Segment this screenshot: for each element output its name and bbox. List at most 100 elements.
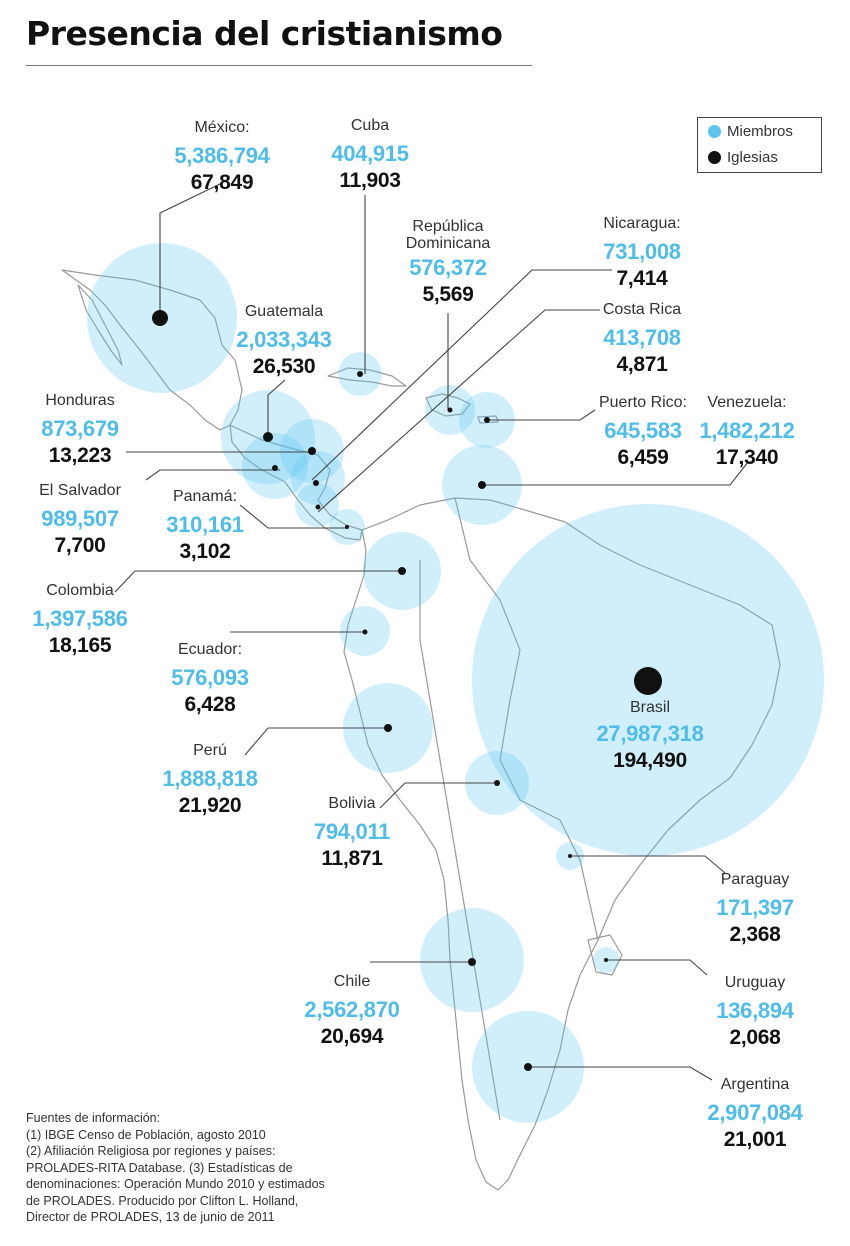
country-name: El Salvador: [39, 482, 121, 499]
members-value: 171,397: [716, 894, 794, 920]
members-value: 404,915: [331, 140, 409, 166]
label-argentina: Argentina 2,907,084 21,001: [707, 1076, 802, 1151]
churches-dot-chile: [468, 958, 476, 966]
uruguay-outline: [587, 934, 623, 976]
churches-dot-argentina: [524, 1063, 532, 1071]
label-ecuador: Ecuador: 576,093 6,428: [171, 641, 249, 715]
members-value: 1,888,818: [162, 765, 258, 791]
label-republica-dominicana: República Dominicana 576,372 5,569: [393, 218, 503, 304]
sources-line: de PROLADES. Producido por Clifton L. Ho…: [26, 1193, 299, 1208]
label-nicaragua: Nicaragua: 731,008 7,414: [603, 215, 681, 290]
churches-dot-bolivia: [494, 780, 500, 786]
country-name: Brasil: [629, 699, 671, 716]
leader-nicaragua: [311, 269, 612, 481]
members-value: 1,397,586: [32, 605, 128, 631]
members-value: 645,583: [604, 417, 682, 443]
churches-value: 17,340: [715, 445, 779, 469]
label-venezuela: Venezuela: 1,482,212 17,340: [699, 394, 794, 469]
country-name: Uruguay: [724, 974, 786, 991]
south-america-outline: [343, 497, 781, 1191]
churches-dot-honduras: [308, 447, 316, 455]
legend-members-label: Miembros: [727, 122, 793, 140]
church-dots: [152, 310, 662, 1071]
puerto-rico-outline: [477, 415, 499, 424]
churches-dot-peru: [384, 724, 392, 732]
label-honduras: Honduras 873,679 13,223: [41, 392, 119, 467]
leader-uruguay: [606, 959, 708, 976]
country-name: Honduras: [45, 392, 115, 409]
members-value: 873,679: [41, 415, 119, 441]
sources-line: (2) Afiliación Religiosa por regiones y …: [26, 1144, 276, 1158]
members-value: 731,008: [603, 238, 681, 264]
andes-border: [419, 560, 501, 1121]
churches-dot-el-salvador: [272, 465, 278, 471]
sources-line: PROLADES-RITA Database. (3) Estadísticas…: [26, 1160, 293, 1175]
leader-puerto-rico: [487, 409, 596, 421]
members-value: 576,372: [409, 254, 487, 280]
churches-swatch: [708, 150, 721, 164]
churches-value: 194,490: [613, 748, 687, 772]
country-name: Chile: [333, 973, 371, 990]
churches-value: 21,920: [178, 793, 242, 817]
label-colombia: Colombia 1,397,586 18,165: [32, 582, 128, 656]
sources-line: Fuentes de información:: [26, 1111, 161, 1125]
leader-panama: [239, 504, 347, 529]
leader-argentina: [528, 1066, 713, 1081]
label-panama: Panamá: 310,161 3,102: [166, 488, 244, 562]
churches-value: 6,459: [617, 445, 669, 469]
churches-dot-nicaragua: [313, 480, 319, 486]
members-value: 27,987,318: [596, 720, 704, 746]
country-name: Cuba: [350, 117, 390, 134]
country-name: República Dominicana: [405, 218, 491, 252]
legend-churches: Iglesias: [708, 147, 778, 167]
label-guatemala: Guatemala 2,033,343 26,530: [236, 303, 331, 378]
leader-el-salvador: [145, 469, 280, 481]
members-value: 413,708: [603, 324, 681, 350]
brazil-border: [454, 497, 599, 941]
country-name: Panamá:: [172, 488, 238, 505]
churches-dot-puerto-rico: [484, 417, 490, 423]
leader-lines: [114, 182, 749, 1081]
label-bolivia: Bolivia 794,011 11,871: [314, 795, 391, 870]
churches-dot-guatemala: [263, 432, 273, 442]
label-uruguay: Uruguay 136,894 2,068: [716, 974, 794, 1049]
churches-value: 26,530: [252, 354, 316, 378]
label-chile: Chile 2,562,870 20,694: [304, 973, 399, 1047]
country-name: México:: [194, 119, 250, 136]
map-title: Presencia del cristianismo: [26, 14, 503, 53]
label-peru: Perú 1,888,818 21,920: [162, 742, 258, 817]
churches-value: 2,068: [729, 1025, 781, 1049]
legend-churches-label: Iglesias: [727, 148, 778, 166]
label-costa-rica: Costa Rica 413,708 4,871: [602, 301, 682, 375]
churches-value: 11,871: [321, 846, 383, 870]
leader-venezuela: [482, 461, 749, 486]
churches-value: 67,849: [190, 170, 254, 194]
country-name: Bolivia: [328, 795, 376, 812]
members-bubble-nicaragua: [291, 451, 345, 505]
churches-dot-brasil: [634, 667, 662, 695]
churches-dot-mexico: [152, 310, 168, 326]
sources-line: Director de PROLADES, 13 de junio de 201…: [26, 1210, 275, 1224]
churches-value: 7,414: [616, 266, 668, 290]
churches-dot-uruguay: [604, 958, 608, 962]
hispaniola-outline: [425, 393, 471, 417]
baja-california-outline: [77, 284, 123, 366]
label-mexico: México: 5,386,794 67,849: [174, 119, 269, 194]
country-name: Colombia: [46, 582, 114, 599]
country-name: Guatemala: [244, 303, 324, 320]
country-name: Venezuela:: [707, 394, 787, 411]
country-name: Argentina: [720, 1076, 790, 1093]
leader-guatemala: [267, 379, 286, 437]
country-name: Puerto Rico:: [598, 394, 688, 411]
members-swatch: [708, 124, 721, 138]
leader-peru: [244, 727, 388, 756]
churches-value: 7,700: [54, 533, 106, 557]
churches-dot-colombia: [398, 567, 406, 575]
churches-value: 13,223: [48, 443, 112, 467]
churches-value: 21,001: [723, 1127, 787, 1151]
country-name: Costa Rica: [602, 301, 682, 318]
sources-line: (1) IBGE Censo de Población, agosto 2010: [26, 1127, 266, 1142]
churches-value: 11,903: [339, 168, 401, 192]
central-america-outline: [229, 424, 363, 541]
